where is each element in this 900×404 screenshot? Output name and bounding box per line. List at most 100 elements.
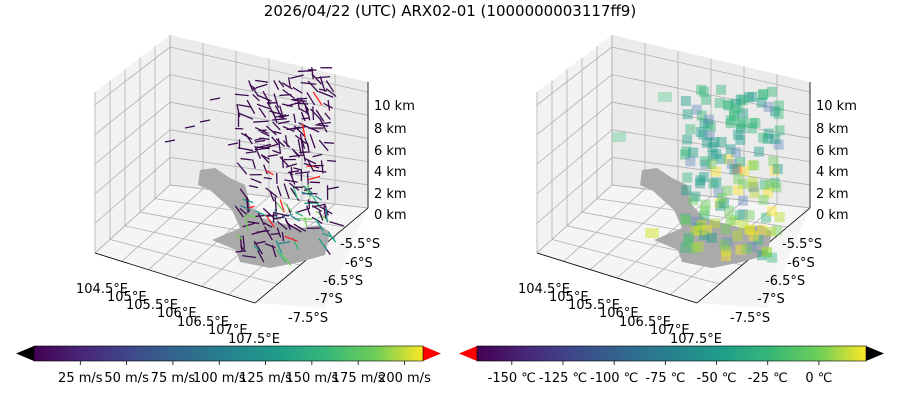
temperature-voxel: [764, 102, 774, 112]
temperature-voxel: [716, 154, 726, 164]
lat-tick-label: -7.5°S: [730, 311, 770, 326]
z-tick-label: 4 km: [374, 165, 407, 180]
temperature-voxel: [699, 172, 709, 182]
wind-barb: [271, 234, 279, 235]
temperature-voxel: [694, 242, 704, 252]
temperature-voxel: [702, 138, 712, 148]
colorbar-tick-label: 50 m/s: [104, 371, 149, 386]
temperature-voxel: [696, 127, 706, 137]
lat-tick-label: -7.5°S: [288, 311, 328, 326]
temperature-voxel: [696, 220, 706, 230]
temperature-voxel: [742, 244, 752, 254]
temperature-voxel: [760, 180, 770, 190]
z-tick-label: 8 km: [816, 122, 849, 137]
temperature-voxel: [681, 185, 691, 195]
temperature-voxel: [773, 164, 783, 174]
temperature-voxel: [680, 243, 690, 253]
temperature-voxel: [731, 147, 741, 157]
lat-tick-label: -6°S: [787, 256, 815, 271]
temperature-voxel: [711, 177, 721, 187]
colorbar-gradient: [34, 346, 423, 361]
temperature-voxel: [685, 124, 695, 134]
temperature-voxel: [716, 85, 726, 95]
lat-tick-label: -7°S: [315, 292, 343, 307]
lat-tick-label: -5.5°S: [782, 237, 822, 252]
temperature-voxel: [681, 215, 691, 225]
temperature-voxel: [684, 233, 694, 243]
temperature-voxel: [715, 98, 725, 108]
wind-barb: [258, 130, 266, 131]
wind-barb: [299, 152, 310, 153]
z-tick-label: 0 km: [816, 208, 849, 223]
temperature-voxel: [747, 123, 757, 133]
colorbar-over-extend: [866, 346, 884, 361]
temperature-voxel: [733, 103, 743, 113]
temperature-voxel: [748, 177, 758, 187]
temperature-voxel: [612, 132, 626, 142]
temperature-voxel: [739, 220, 749, 230]
z-tick-label: 0 km: [374, 208, 407, 223]
wind-barb: [327, 160, 336, 161]
temperature-voxel: [721, 224, 731, 234]
temperature-voxel: [721, 251, 731, 261]
temperature-voxel: [717, 137, 727, 147]
colorbar-tick-label: 125 m/s: [239, 371, 292, 386]
temperature-voxel: [688, 148, 698, 158]
lon-tick-label: 107.5°E: [670, 332, 722, 347]
z-tick-label: 6 km: [374, 144, 407, 159]
temperature-voxel: [759, 195, 769, 205]
colorbar-under-extend: [16, 346, 34, 361]
temperature-voxel: [758, 133, 768, 143]
wind-barb: [309, 199, 310, 208]
colorbar-tick-label: 75 m/s: [151, 371, 196, 386]
z-tick-label: 2 km: [374, 187, 407, 202]
temperature-voxel: [737, 117, 747, 127]
temperature-voxel: [682, 135, 692, 145]
temperature-voxel: [767, 87, 777, 97]
temperature-voxel: [681, 96, 691, 106]
colorbar-tick-label: 175 m/s: [332, 371, 385, 386]
temperature-voxel: [775, 212, 785, 222]
z-tick-label: 6 km: [816, 144, 849, 159]
colorbar-tick-label: -100 ℃: [590, 371, 638, 386]
temperature-voxel: [775, 125, 785, 135]
temperature-voxel: [735, 135, 745, 145]
colorbar-tick-label: -75 ℃: [645, 371, 685, 386]
wind-barb: [324, 143, 334, 144]
colorbar-tick-label: 150 m/s: [285, 371, 338, 386]
temperature-voxel: [758, 89, 768, 99]
temperature-voxel: [682, 173, 692, 183]
temperature-voxel: [707, 233, 717, 243]
colorbar-tick-label: -125 ℃: [539, 371, 587, 386]
temperature-voxel: [725, 215, 735, 225]
lon-tick-label: 107.5°E: [228, 332, 280, 347]
z-tick-label: 10 km: [816, 99, 857, 114]
temperature-voxel: [685, 156, 695, 166]
wind-barb: [298, 71, 313, 72]
lat-tick-label: -5.5°S: [340, 237, 380, 252]
z-tick-label: 2 km: [816, 187, 849, 202]
colorbar-tick-label: 200 m/s: [378, 371, 431, 386]
temperature-voxel: [645, 228, 659, 238]
lat-tick-label: -6.5°S: [323, 274, 363, 289]
colorbar-tick-label: 100 m/s: [193, 371, 246, 386]
temperature-voxel: [735, 210, 745, 220]
temperature-voxel: [690, 192, 700, 202]
temperature-voxel: [699, 87, 709, 97]
lat-tick-label: -6°S: [345, 256, 373, 271]
lat-tick-label: -6.5°S: [765, 274, 805, 289]
temperature-voxel: [729, 164, 739, 174]
temperature-voxel: [700, 156, 710, 166]
temperature-voxel: [700, 206, 710, 216]
wind-barb: [313, 106, 314, 120]
wind-panel: 10 km8 km6 km4 km2 km0 km-5.5°S-6°S-6.5°…: [76, 35, 415, 347]
temperature-voxel: [733, 185, 743, 195]
temperature-voxel: [766, 227, 776, 237]
temperature-voxel: [770, 134, 780, 144]
temperature-voxel: [732, 231, 742, 241]
temperature-voxel: [704, 115, 714, 125]
colorbar-under-extend: [459, 346, 477, 361]
colorbar-over-extend: [423, 346, 441, 361]
